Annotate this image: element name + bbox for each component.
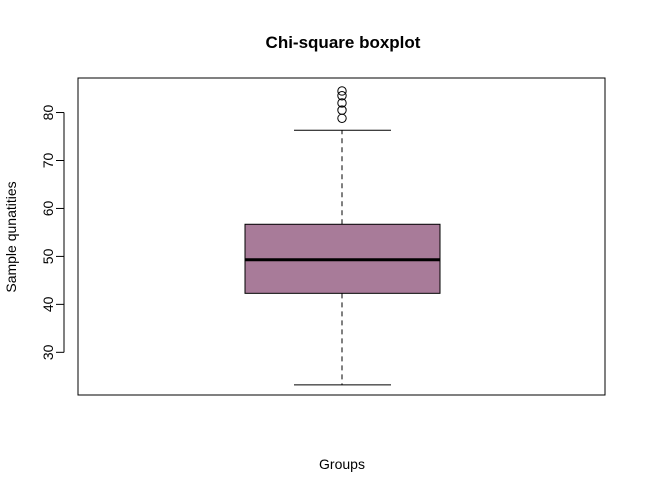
y-tick-label: 70 — [40, 152, 56, 168]
boxplot-group — [244, 86, 441, 386]
y-tick-label: 50 — [40, 248, 56, 264]
y-axis: 30 40 50 60 70 80 — [40, 105, 65, 360]
outlier-point — [337, 105, 347, 115]
chart-title: Chi-square boxplot — [266, 33, 421, 52]
y-tick-label: 80 — [40, 105, 56, 121]
outlier-point — [337, 86, 347, 96]
outlier-point — [337, 98, 347, 108]
y-tick-label: 40 — [40, 296, 56, 312]
y-tick-label: 60 — [40, 200, 56, 216]
x-axis-label: Groups — [319, 456, 365, 472]
outlier-point — [337, 113, 347, 123]
outlier-point — [337, 91, 347, 101]
plot-frame — [77, 77, 606, 396]
y-axis-label: Sample qunatities — [3, 181, 19, 292]
y-tick-label: 30 — [40, 344, 56, 360]
